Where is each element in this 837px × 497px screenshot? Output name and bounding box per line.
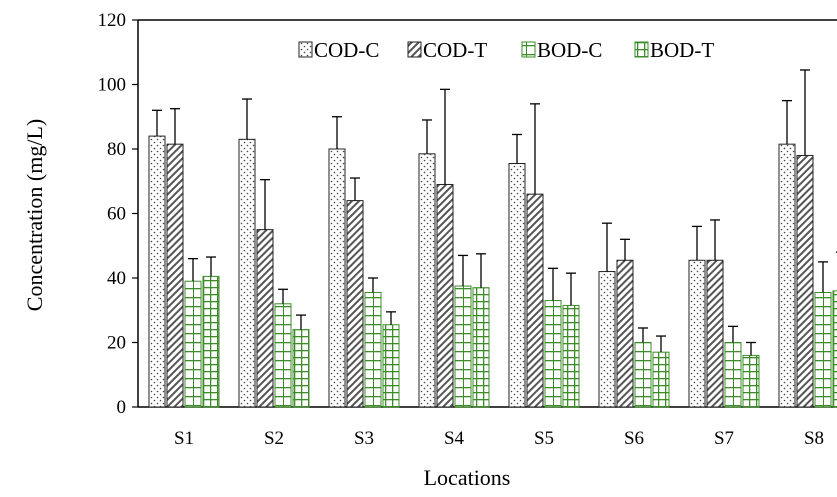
- bar-cod-t-s5: [526, 193, 544, 408]
- legend-swatch-cod-t: [407, 41, 422, 58]
- bar-bod-t-s2: [292, 329, 310, 408]
- bar-bod-t-s3: [382, 324, 400, 408]
- legend-label-bod-c: BOD-C: [537, 38, 602, 62]
- bar-bod-c-s2: [274, 303, 292, 408]
- bar-cod-t-s4: [436, 183, 454, 408]
- bar-bod-t-s6: [652, 351, 670, 408]
- bar-bod-c-s4: [454, 285, 472, 408]
- bar-cod-c-s8: [778, 143, 796, 408]
- bar-bod-c-s6: [634, 342, 652, 408]
- legend: COD-C COD-T BOD-C BOD-T: [298, 38, 714, 62]
- bar-cod-t-s7: [706, 259, 724, 408]
- bar-bod-c-s3: [364, 292, 382, 408]
- y-axis-title: Concentration (mg/L): [22, 119, 47, 311]
- legend-label-bod-t: BOD-T: [650, 38, 714, 62]
- x-tick-label-s4: S4: [444, 428, 465, 449]
- bar-cod-t-s6: [616, 259, 634, 408]
- bar-bod-t-s5: [562, 304, 580, 408]
- x-tick-label-s7: S7: [714, 428, 734, 449]
- bar-cod-c-s6: [598, 271, 616, 408]
- y-tick-label: 20: [107, 333, 126, 354]
- legend-swatch-cod-c: [298, 41, 313, 58]
- y-tick-label: 100: [98, 75, 127, 96]
- bar-cod-t-s3: [346, 200, 364, 408]
- x-tick-label-s1: S1: [174, 428, 194, 449]
- x-tick-label-s3: S3: [354, 428, 374, 449]
- x-axis-title: Locations: [424, 465, 511, 490]
- bar-cod-t-s2: [256, 229, 274, 408]
- bar-bod-t-s7: [742, 354, 760, 408]
- bar-cod-c-s1: [148, 135, 166, 408]
- y-tick-label: 120: [98, 10, 127, 31]
- bar-bod-c-s8: [814, 292, 832, 408]
- bar-bod-c-s1: [184, 280, 202, 408]
- bar-cod-c-s2: [238, 138, 256, 408]
- x-tick-label-s6: S6: [624, 428, 644, 449]
- x-tick-label-s2: S2: [264, 428, 284, 449]
- bar-bod-t-s4: [472, 287, 490, 408]
- legend-label-cod-c: COD-C: [314, 38, 379, 62]
- bar-bod-t-s8: [832, 290, 837, 408]
- plot-area: 0 20 40 60 80 100 120 S1 S2 S3 S4 S5 S6 S7 S8: [98, 10, 837, 449]
- x-tick-label-s8: S8: [804, 428, 824, 449]
- bar-bod-t-s1: [202, 275, 220, 408]
- legend-swatch-bod-t: [634, 41, 649, 58]
- bar-cod-t-s8: [796, 154, 814, 408]
- bar-cod-c-s3: [328, 148, 346, 408]
- bar-bod-c-s5: [544, 300, 562, 408]
- y-tick-label: 40: [107, 268, 126, 289]
- y-tick-label: 60: [107, 204, 126, 225]
- bar-cod-c-s5: [508, 163, 526, 408]
- y-tick-label: 0: [117, 397, 127, 418]
- y-tick-label: 80: [107, 139, 126, 160]
- x-tick-label-s5: S5: [534, 428, 554, 449]
- bar-cod-c-s4: [418, 153, 436, 408]
- bar-bod-c-s7: [724, 342, 742, 408]
- bar-cod-c-s7: [688, 259, 706, 408]
- bar-cod-t-s1: [166, 143, 184, 408]
- legend-swatch-bod-c: [521, 41, 536, 58]
- legend-label-cod-t: COD-T: [423, 38, 487, 62]
